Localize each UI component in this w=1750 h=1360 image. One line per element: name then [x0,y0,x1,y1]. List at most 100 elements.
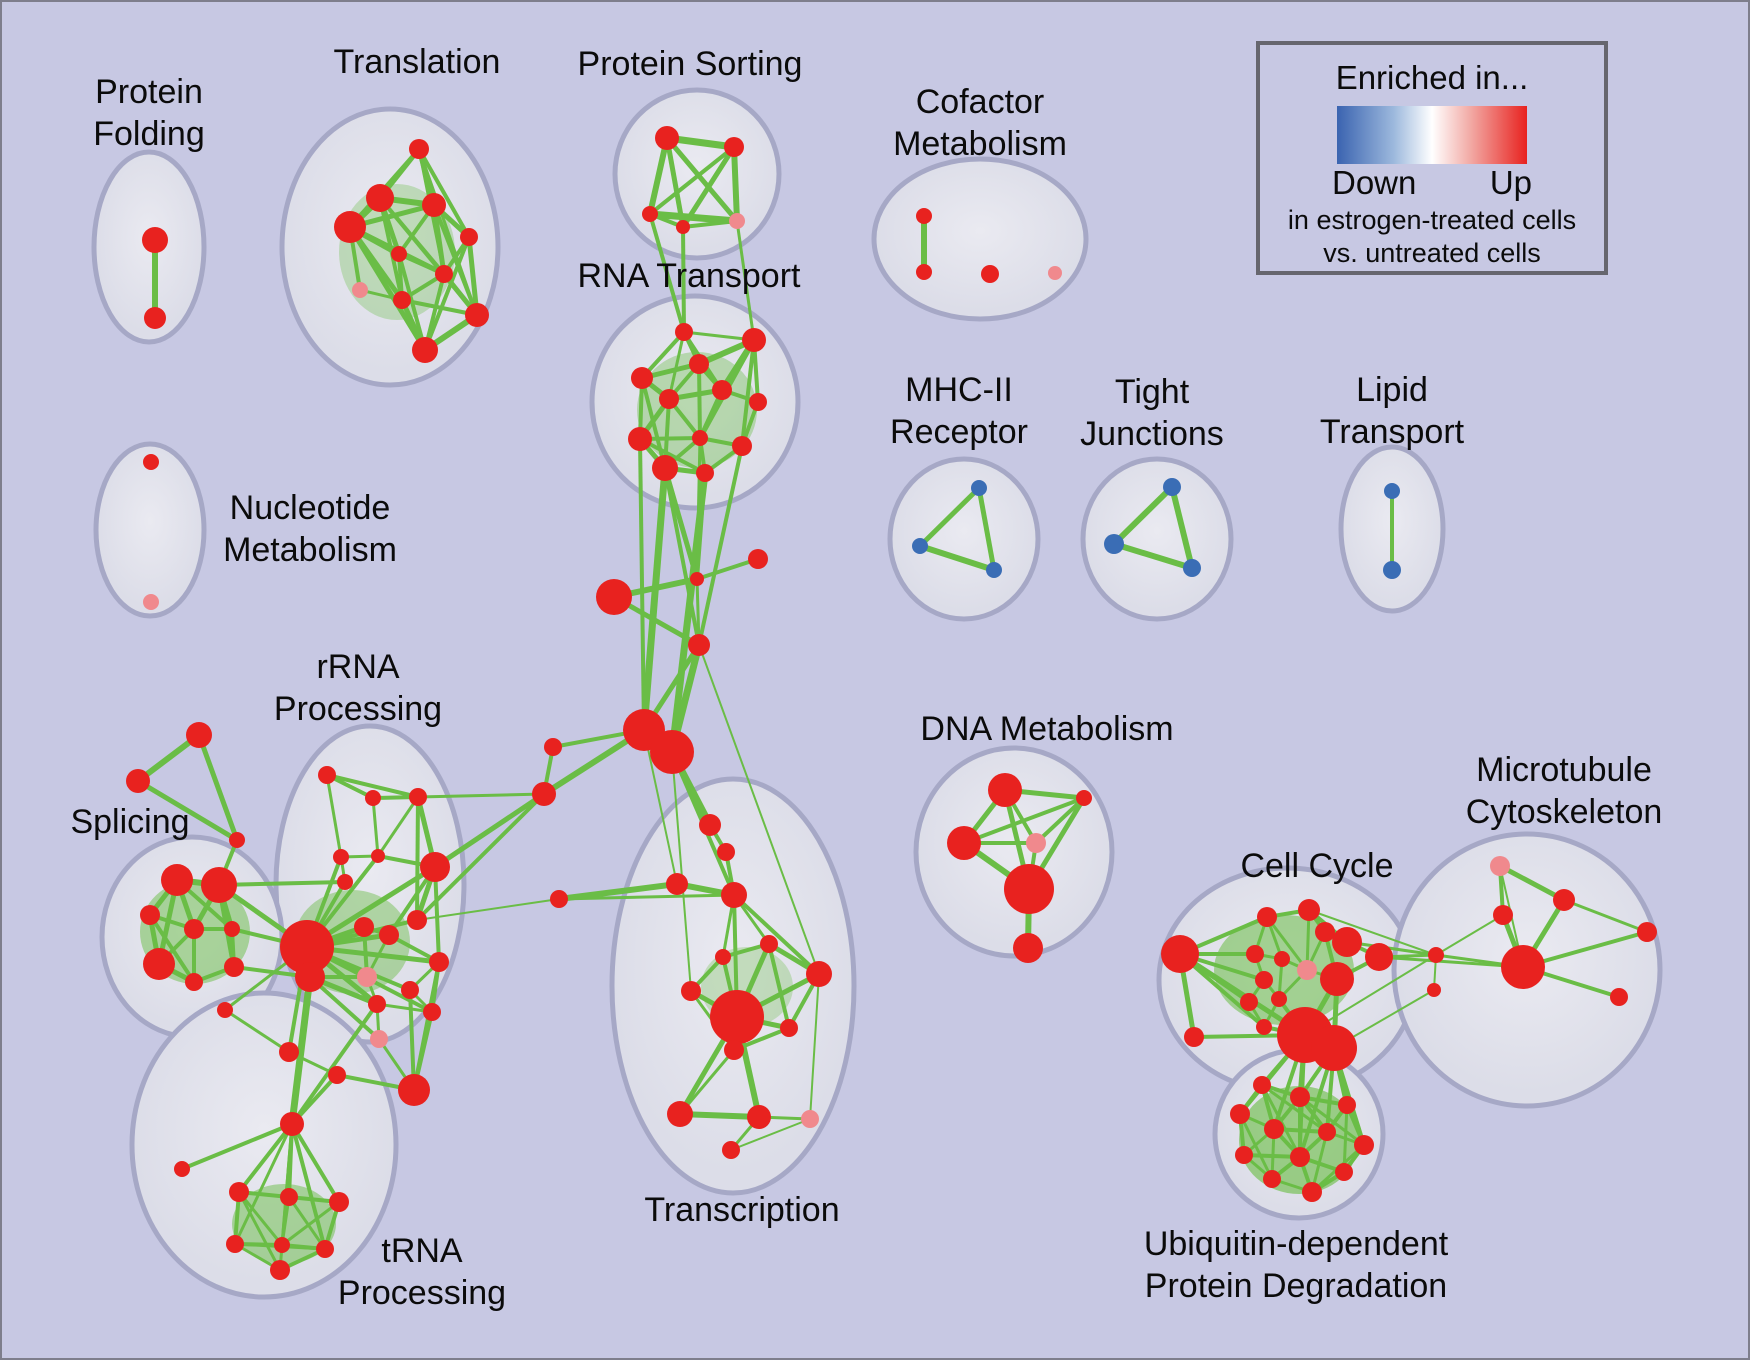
node-tr9[interactable] [710,990,764,1044]
node-r9[interactable] [295,962,325,992]
node-u6[interactable] [1318,1123,1336,1141]
node-s3[interactable] [140,905,160,925]
node-u12[interactable] [1302,1182,1322,1202]
node-m2[interactable] [1553,889,1575,911]
node-x2[interactable] [748,549,768,569]
node-r16[interactable] [423,1003,441,1021]
node-t6[interactable] [391,246,407,262]
node-t1[interactable] [409,139,429,159]
node-m1[interactable] [1490,856,1510,876]
node-rt5[interactable] [712,380,732,400]
node-r13[interactable] [429,952,449,972]
node-cc5[interactable] [1315,922,1335,942]
node-cc2[interactable] [1184,1027,1204,1047]
node-u8[interactable] [1290,1147,1310,1167]
node-u7[interactable] [1235,1146,1253,1164]
node-r4[interactable] [333,849,349,865]
node-r5[interactable] [371,849,385,863]
node-cc15[interactable] [1332,927,1362,957]
node-r3[interactable] [409,788,427,806]
node-r12[interactable] [357,967,377,987]
node-d2[interactable] [1076,790,1092,806]
node-m5[interactable] [1428,947,1444,963]
node-u4[interactable] [1338,1096,1356,1114]
node-m8[interactable] [1637,922,1657,942]
node-tn4[interactable] [226,1235,244,1253]
node-tr6[interactable] [715,949,731,965]
node-ps1[interactable] [655,126,679,150]
node-tr10[interactable] [780,1019,798,1037]
node-r8[interactable] [280,920,334,974]
node-tn2[interactable] [280,1188,298,1206]
node-ps5[interactable] [729,213,745,229]
node-cc4[interactable] [1298,899,1320,921]
node-rt7[interactable] [749,393,767,411]
node-rt2[interactable] [742,328,766,352]
node-r7[interactable] [337,874,353,890]
node-r10[interactable] [354,917,374,937]
node-m4[interactable] [1501,945,1545,989]
node-tr1[interactable] [699,814,721,836]
node-pf1[interactable] [142,227,168,253]
node-r21[interactable] [217,1002,233,1018]
node-r22[interactable] [407,910,427,930]
node-tr14[interactable] [801,1110,819,1128]
node-u10[interactable] [1263,1170,1281,1188]
node-x6[interactable] [532,782,556,806]
node-x5[interactable] [544,738,562,756]
node-s9[interactable] [229,832,245,848]
node-pf2[interactable] [144,307,166,329]
node-tj2[interactable] [1104,534,1124,554]
node-t10[interactable] [465,303,489,327]
node-tn7[interactable] [270,1260,290,1280]
node-cc16[interactable] [1365,943,1393,971]
node-s2[interactable] [201,867,237,903]
node-lt2[interactable] [1383,561,1401,579]
node-m6[interactable] [1427,983,1441,997]
node-s8[interactable] [224,957,244,977]
node-x3[interactable] [596,579,632,615]
node-s5[interactable] [224,921,240,937]
node-rt4[interactable] [631,367,653,389]
node-u9[interactable] [1354,1135,1374,1155]
node-t5[interactable] [460,228,478,246]
node-cc6[interactable] [1246,945,1264,963]
node-tn1[interactable] [229,1182,249,1202]
node-t4[interactable] [334,211,366,243]
node-h2[interactable] [650,730,694,774]
node-tr11[interactable] [724,1040,744,1060]
node-d1[interactable] [988,773,1022,807]
node-mh2[interactable] [912,538,928,554]
node-s1[interactable] [161,864,193,896]
node-tnL[interactable] [174,1161,190,1177]
node-tn3[interactable] [329,1192,349,1212]
node-sb[interactable] [126,769,150,793]
node-cc12[interactable] [1256,1019,1272,1035]
node-s6[interactable] [143,948,175,980]
node-u2[interactable] [1290,1087,1310,1107]
node-r19[interactable] [328,1066,346,1084]
node-t11[interactable] [412,337,438,363]
node-cc1[interactable] [1161,935,1199,973]
node-cc17[interactable] [1320,962,1354,996]
node-x1[interactable] [690,572,704,586]
node-rt3[interactable] [689,354,709,374]
node-cc10[interactable] [1271,991,1287,1007]
node-rt12[interactable] [696,464,714,482]
node-tr13[interactable] [747,1105,771,1129]
node-cf3[interactable] [981,265,999,283]
node-rt11[interactable] [652,455,678,481]
node-m3[interactable] [1493,905,1513,925]
node-t9[interactable] [393,291,411,309]
node-mh3[interactable] [986,562,1002,578]
node-cc11[interactable] [1240,993,1258,1011]
node-t8[interactable] [352,282,368,298]
node-rt6[interactable] [659,389,679,409]
node-x4[interactable] [688,634,710,656]
node-d6[interactable] [1013,933,1043,963]
node-u3[interactable] [1230,1104,1250,1124]
node-tr7[interactable] [806,961,832,987]
node-tr8[interactable] [681,981,701,1001]
node-cf4[interactable] [1048,266,1062,280]
node-tn5[interactable] [274,1237,290,1253]
